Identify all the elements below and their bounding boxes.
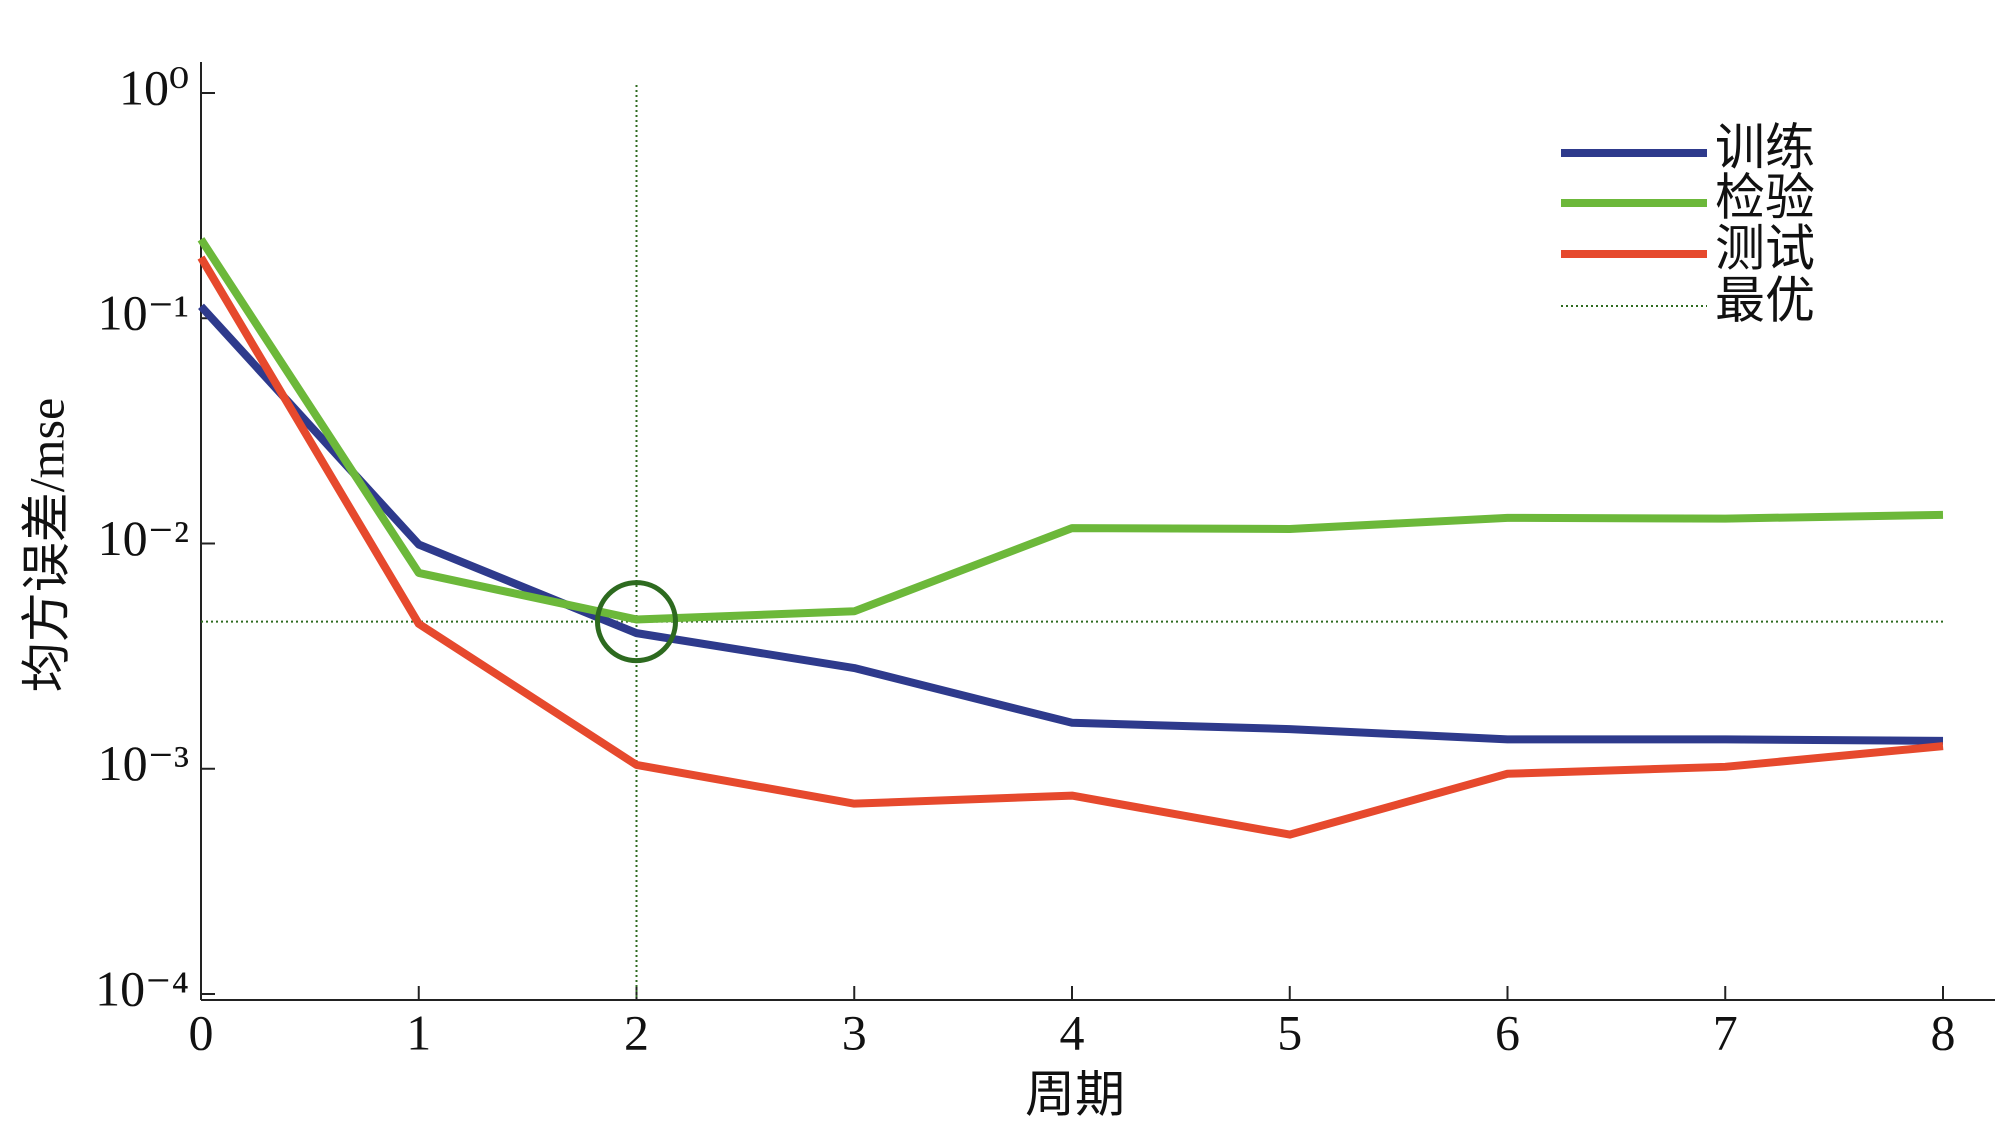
series-line	[197, 237, 1944, 624]
legend-label: 最优	[1715, 272, 1815, 328]
x-tick-label: 5	[1277, 1004, 1302, 1060]
legend-label: 训练	[1715, 119, 1815, 175]
x-tick-label: 0	[189, 1004, 214, 1060]
y-tick-label: 10⁻⁴	[95, 960, 189, 1016]
x-tick-label: 4	[1060, 1004, 1085, 1060]
y-tick-label: 10⁻²	[98, 510, 189, 566]
y-tick-label: 10⁰	[119, 59, 189, 115]
series-line	[197, 255, 1944, 839]
x-tick-label: 7	[1713, 1004, 1738, 1060]
x-axis-label: 周期	[1025, 1066, 1125, 1122]
y-tick-label: 10⁻³	[98, 735, 189, 791]
legend-label: 检验	[1715, 169, 1815, 225]
y-axis-label: 均方误差/mse	[18, 398, 74, 692]
x-tick-label: 3	[842, 1004, 867, 1060]
x-tick-label: 2	[624, 1004, 649, 1060]
x-tick-label: 8	[1931, 1004, 1956, 1060]
x-tick-label: 6	[1495, 1004, 1520, 1060]
best-marker	[595, 580, 678, 664]
x-tick-label: 1	[406, 1004, 431, 1060]
legend-label: 测试	[1715, 220, 1815, 276]
y-tick-label: 10⁻¹	[98, 285, 189, 341]
series-line	[198, 303, 1944, 745]
